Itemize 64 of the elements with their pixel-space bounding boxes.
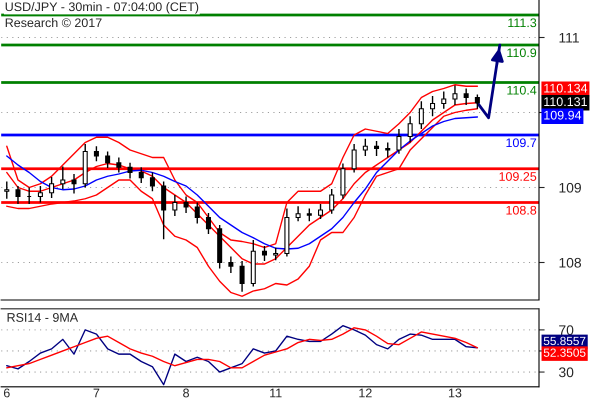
candlestick: [464, 88, 469, 106]
candlestick: [374, 140, 380, 157]
candlestick: [71, 173, 77, 194]
text: Research © 2017: [6, 18, 102, 28]
candlestick: [262, 245, 268, 262]
candlestick: [60, 166, 66, 190]
y-tick-label: 108: [560, 258, 582, 268]
line-series: [6, 327, 478, 369]
candlestick: [352, 143, 357, 174]
candlestick: [329, 188, 334, 214]
ref-line-label: 110.9: [507, 48, 536, 58]
candlestick: [172, 194, 178, 217]
y-tick-label: 109: [560, 182, 581, 193]
candlestick: [430, 95, 436, 117]
ref-line-label: 109.7: [506, 138, 536, 148]
candlestick: [194, 202, 200, 224]
candlestick: [206, 212, 211, 235]
x-tick-label: 12: [359, 388, 372, 398]
chart-title: RSI14 - 9MA: [8, 313, 78, 322]
candlestick: [296, 206, 301, 222]
candlestick: [161, 180, 166, 240]
y-tick-label: 111: [560, 32, 579, 43]
x-tick-label: 11: [270, 388, 282, 398]
candlestick: [228, 256, 234, 274]
candlestick: [318, 203, 324, 220]
x-tick-label: 8: [183, 388, 189, 398]
ref-line-label: 108.8: [506, 206, 536, 215]
candlestick: [441, 90, 446, 110]
text: 55.8557: [544, 336, 586, 346]
y-tick-label: 30: [558, 367, 574, 378]
candlestick: [418, 100, 424, 130]
candlestick: [408, 116, 413, 144]
chart-title: USD/JPY - 30min - 07:04:00 (CET): [6, 2, 198, 14]
candlestick: [150, 172, 155, 192]
candlestick: [116, 156, 122, 174]
text: 52.3505: [544, 348, 586, 357]
candlestick: [4, 180, 10, 200]
candlestick: [38, 185, 43, 204]
candlestick: [184, 196, 189, 214]
candlestick: [49, 176, 54, 199]
candlestick: [362, 138, 368, 157]
ref-line-label: 109.25: [499, 172, 536, 181]
x-tick-label: 6: [4, 388, 10, 398]
candlestick: [240, 260, 245, 292]
candlestick: [385, 142, 390, 158]
x-tick-label: 13: [448, 388, 462, 398]
candlestick: [128, 162, 133, 180]
candlestick: [273, 246, 278, 261]
ref-line-label: 110.4: [507, 86, 536, 95]
y-tick-label: 70: [559, 325, 574, 336]
text: 109.94: [544, 110, 582, 120]
x-tick-label: 7: [94, 388, 100, 398]
candlestick: [306, 208, 312, 222]
candlestick: [94, 146, 99, 162]
candlestick: [452, 84, 458, 106]
candlestick: [396, 128, 402, 154]
line-series: [6, 324, 478, 386]
text: 110.134: [544, 84, 588, 93]
candlestick: [474, 94, 480, 110]
candlestick: [15, 185, 21, 205]
ref-line-label: 111.3: [508, 18, 536, 28]
candlestick: [138, 166, 144, 184]
candlestick: [105, 150, 110, 169]
text: 110.131: [544, 97, 587, 106]
